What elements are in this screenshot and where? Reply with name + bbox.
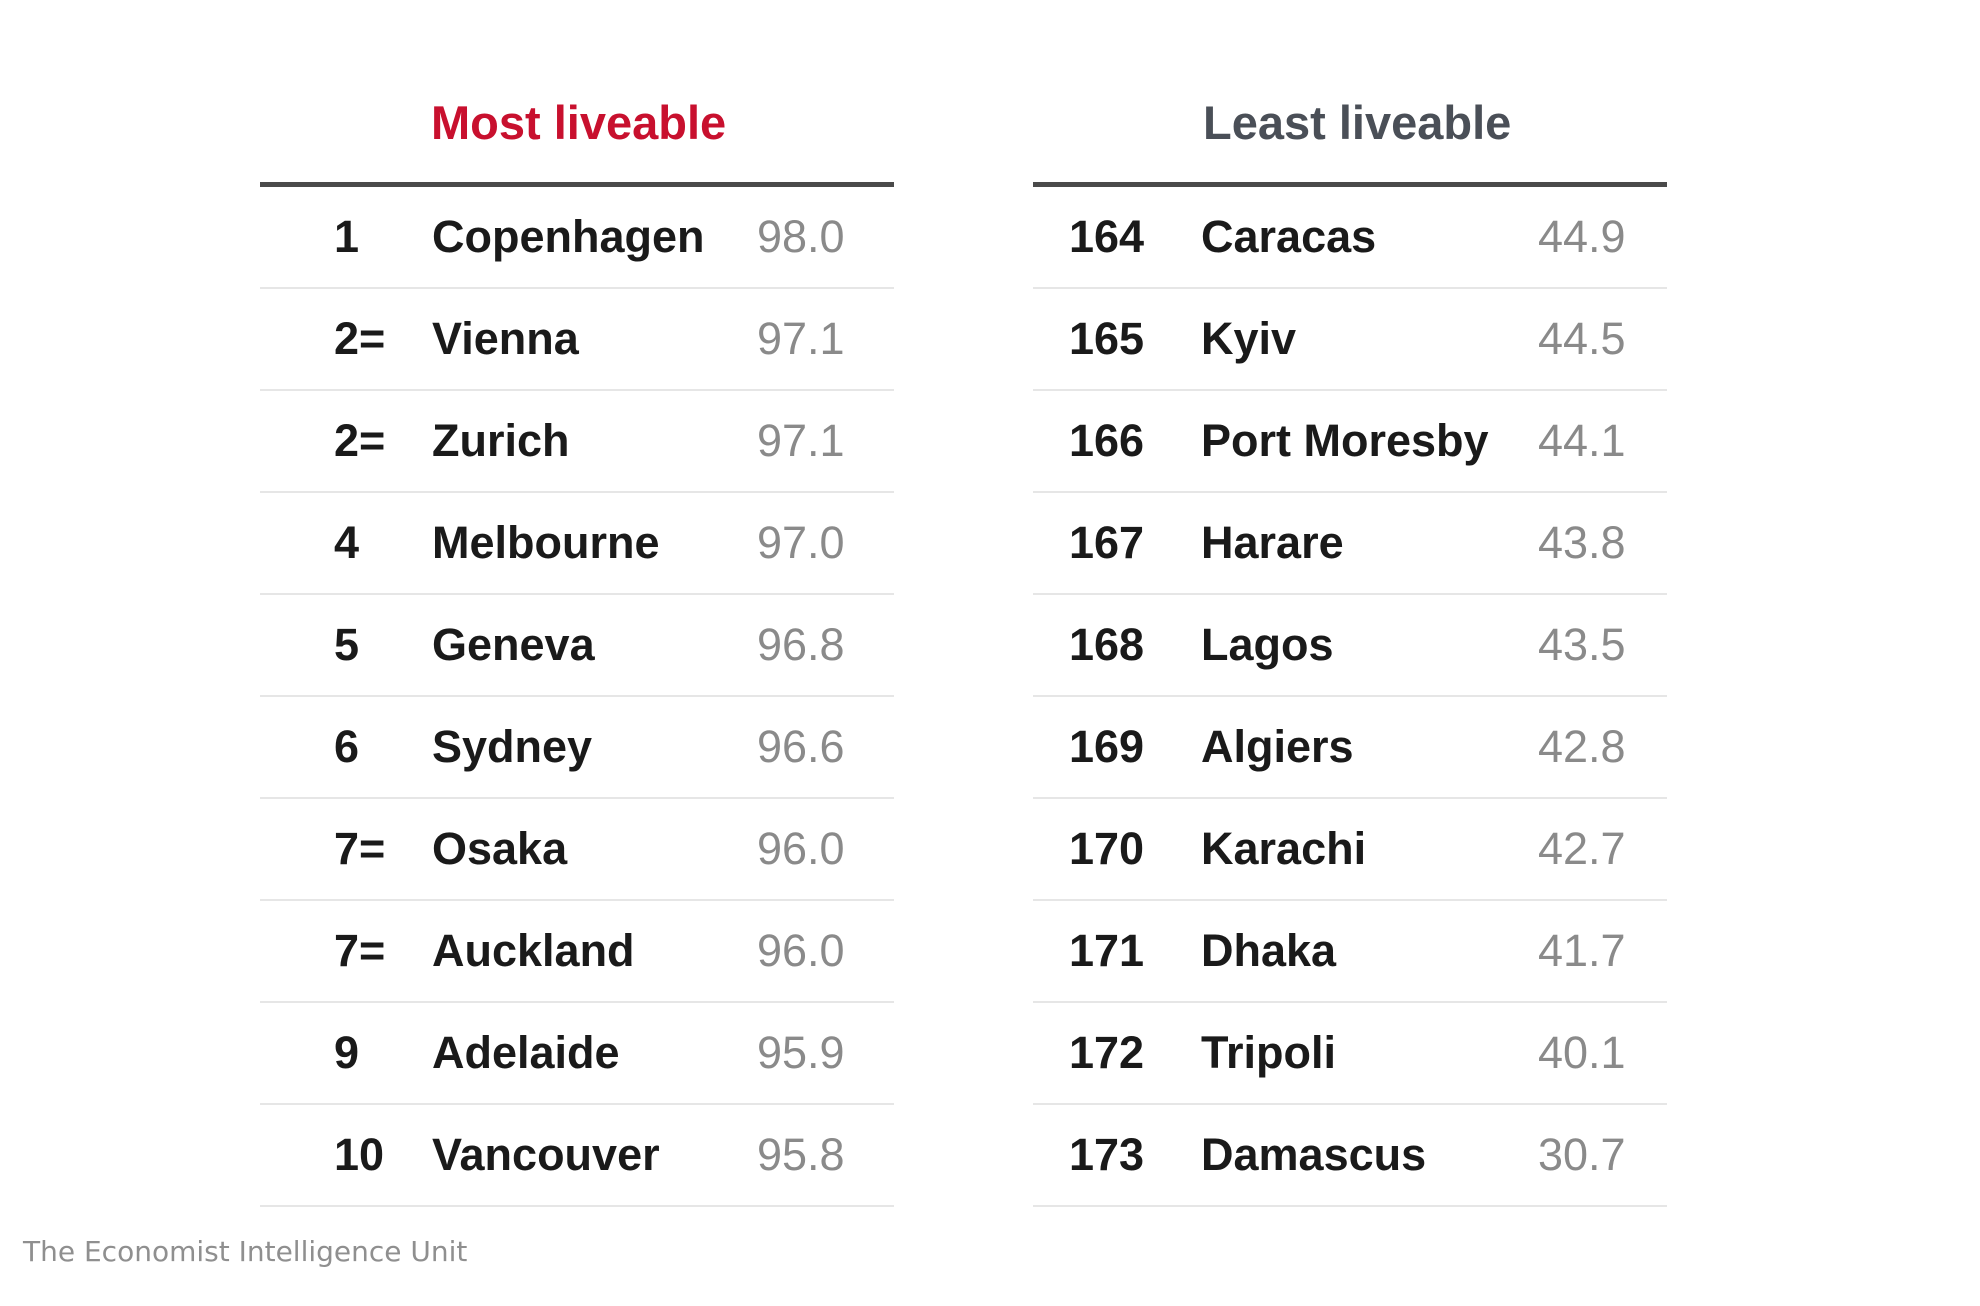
table-row: 166 Port Moresby 44.1 xyxy=(1033,391,1667,493)
table-row: 4 Melbourne 97.0 xyxy=(260,493,894,595)
score-cell: 42.8 xyxy=(1538,721,1626,772)
rank-cell: 4 xyxy=(334,517,360,568)
table-row: 2= Zurich 97.1 xyxy=(260,391,894,493)
score-cell: 43.8 xyxy=(1538,517,1626,568)
most-liveable-table: Most liveable 1 Copenhagen 98.0 2= Vienna 97.… xyxy=(260,88,894,1207)
table-row: 5 Geneva 96.8 xyxy=(260,595,894,697)
rank-cell: 167 xyxy=(1069,517,1145,568)
city-cell: Lagos xyxy=(1201,619,1334,670)
table-row: 9 Adelaide 95.9 xyxy=(260,1003,894,1105)
rank-cell: 164 xyxy=(1069,211,1145,262)
score-cell: 95.8 xyxy=(757,1129,845,1180)
city-cell: Dhaka xyxy=(1201,925,1337,976)
score-cell: 95.9 xyxy=(757,1027,845,1078)
rank-cell: 9 xyxy=(334,1027,360,1078)
score-cell: 44.5 xyxy=(1538,313,1626,364)
score-cell: 97.0 xyxy=(757,517,845,568)
rank-cell: 172 xyxy=(1069,1027,1145,1078)
rank-cell: 1 xyxy=(334,211,360,262)
score-cell: 44.9 xyxy=(1538,211,1626,262)
least-liveable-table: Least liveable 164 Caracas 44.9 165 Kyiv 44.5… xyxy=(1033,88,1667,1207)
score-cell: 98.0 xyxy=(757,211,845,262)
table-row: 1 Copenhagen 98.0 xyxy=(260,187,894,289)
table-row: 6 Sydney 96.6 xyxy=(260,697,894,799)
table-row: 169 Algiers 42.8 xyxy=(1033,697,1667,799)
city-cell: Sydney xyxy=(432,721,593,772)
table-row: 171 Dhaka 41.7 xyxy=(1033,901,1667,1003)
table-row: 7= Osaka 96.0 xyxy=(260,799,894,901)
most-liveable-rows: 1 Copenhagen 98.0 2= Vienna 97.1 2= Zurich 97.1 4… xyxy=(260,187,894,1207)
rank-cell: 7= xyxy=(334,925,386,976)
table-row: 167 Harare 43.8 xyxy=(1033,493,1667,595)
city-cell: Zurich xyxy=(432,415,570,466)
city-cell: Osaka xyxy=(432,823,568,874)
table-row: 164 Caracas 44.9 xyxy=(1033,187,1667,289)
table-row: 165 Kyiv 44.5 xyxy=(1033,289,1667,391)
rank-cell: 170 xyxy=(1069,823,1145,874)
city-cell: Melbourne xyxy=(432,517,660,568)
city-cell: Auckland xyxy=(432,925,635,976)
table-row: 168 Lagos 43.5 xyxy=(1033,595,1667,697)
rank-cell: 173 xyxy=(1069,1129,1145,1180)
table-row: 173 Damascus 30.7 xyxy=(1033,1105,1667,1207)
city-cell: Karachi xyxy=(1201,823,1367,874)
rank-cell: 168 xyxy=(1069,619,1145,670)
city-cell: Algiers xyxy=(1201,721,1354,772)
title-rule xyxy=(1033,182,1667,187)
rank-cell: 166 xyxy=(1069,415,1145,466)
score-cell: 97.1 xyxy=(757,415,845,466)
rank-cell: 171 xyxy=(1069,925,1145,976)
score-cell: 30.7 xyxy=(1538,1129,1626,1180)
table-row: 170 Karachi 42.7 xyxy=(1033,799,1667,901)
score-cell: 96.6 xyxy=(757,721,845,772)
score-cell: 41.7 xyxy=(1538,925,1626,976)
rank-cell: 5 xyxy=(334,619,360,670)
city-cell: Caracas xyxy=(1201,211,1377,262)
rank-cell: 169 xyxy=(1069,721,1145,772)
score-cell: 40.1 xyxy=(1538,1027,1626,1078)
city-cell: Kyiv xyxy=(1201,313,1297,364)
city-cell: Geneva xyxy=(432,619,595,670)
table-row: 2= Vienna 97.1 xyxy=(260,289,894,391)
table-row: 7= Auckland 96.0 xyxy=(260,901,894,1003)
city-cell: Vancouver xyxy=(432,1129,660,1180)
city-cell: Harare xyxy=(1201,517,1344,568)
most-liveable-title: Most liveable xyxy=(431,96,727,149)
city-cell: Port Moresby xyxy=(1201,415,1489,466)
rank-cell: 6 xyxy=(334,721,360,772)
score-cell: 42.7 xyxy=(1538,823,1626,874)
score-cell: 96.0 xyxy=(757,823,845,874)
city-cell: Adelaide xyxy=(432,1027,620,1078)
score-cell: 97.1 xyxy=(757,313,845,364)
city-cell: Damascus xyxy=(1201,1129,1427,1180)
rank-cell: 165 xyxy=(1069,313,1145,364)
least-liveable-title: Least liveable xyxy=(1203,96,1512,149)
least-liveable-rows: 164 Caracas 44.9 165 Kyiv 44.5 166 Port Moresby… xyxy=(1033,187,1667,1207)
score-cell: 96.0 xyxy=(757,925,845,976)
rank-cell: 10 xyxy=(334,1129,385,1180)
title-rule xyxy=(260,182,894,187)
score-cell: 96.8 xyxy=(757,619,845,670)
score-cell: 43.5 xyxy=(1538,619,1626,670)
score-cell: 44.1 xyxy=(1538,415,1626,466)
city-cell: Vienna xyxy=(432,313,579,364)
table-row: 10 Vancouver 95.8 xyxy=(260,1105,894,1207)
source-credit: The Economist Intelligence Unit xyxy=(23,1235,468,1268)
rank-cell: 2= xyxy=(334,313,386,364)
rank-cell: 2= xyxy=(334,415,386,466)
table-row: 172 Tripoli 40.1 xyxy=(1033,1003,1667,1105)
city-cell: Tripoli xyxy=(1201,1027,1336,1078)
city-cell: Copenhagen xyxy=(432,211,705,262)
rank-cell: 7= xyxy=(334,823,386,874)
